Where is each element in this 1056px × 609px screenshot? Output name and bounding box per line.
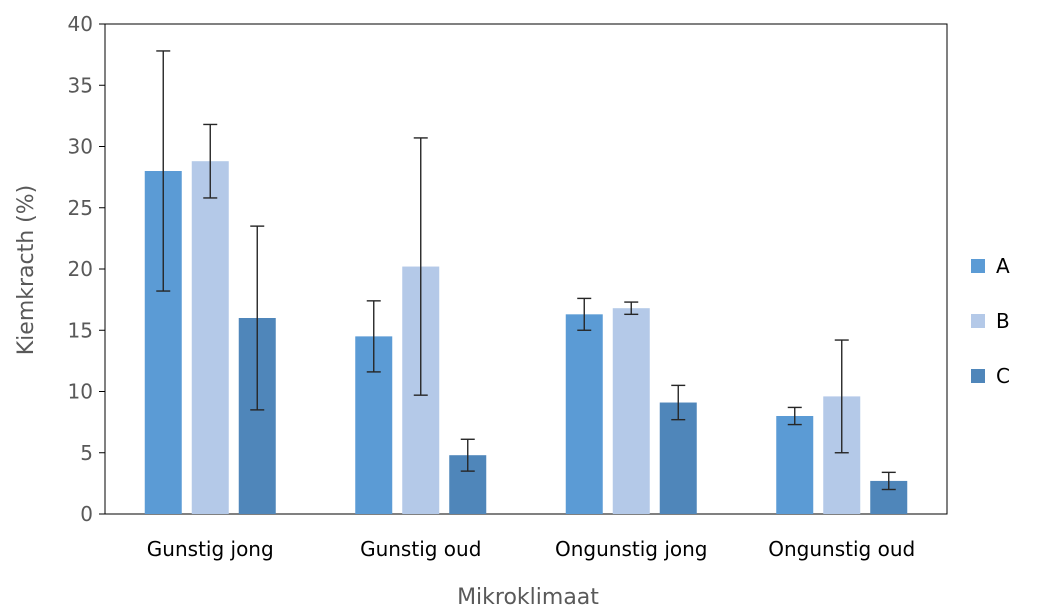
- y-axis-title: Kiemkracth (%): [14, 185, 39, 356]
- legend-label: C: [996, 364, 1010, 388]
- y-tick-label: 25: [68, 196, 93, 220]
- y-tick-label: 20: [68, 257, 93, 281]
- y-tick-label: 15: [68, 318, 93, 342]
- legend-label: A: [996, 254, 1010, 278]
- x-axis-title: Mikroklimaat: [457, 585, 599, 609]
- y-axis: 0 5 10 15 20 25 30 35 40: [68, 12, 105, 526]
- bar-b: [191, 161, 229, 514]
- x-axis: Gunstig jong Gunstig oud Ongunstig jong Ong…: [147, 537, 915, 561]
- y-tick-label: 40: [68, 12, 93, 36]
- bar-a: [565, 314, 603, 514]
- legend-swatch-b: [971, 314, 985, 328]
- legend: A B C: [971, 254, 1010, 388]
- legend-label: B: [996, 309, 1010, 333]
- error-bars: [156, 50, 896, 491]
- bar-c: [659, 402, 697, 514]
- y-tick-label: 30: [68, 135, 93, 159]
- legend-swatch-a: [971, 259, 985, 273]
- y-tick-label: 10: [68, 380, 93, 404]
- x-tick-label: Ongunstig jong: [555, 537, 708, 561]
- bar-b: [612, 308, 650, 514]
- y-tick-label: 0: [80, 502, 93, 526]
- bar-a: [776, 416, 814, 514]
- x-tick-label: Gunstig oud: [360, 537, 481, 561]
- x-tick-label: Gunstig jong: [147, 537, 274, 561]
- y-tick-label: 35: [68, 73, 93, 97]
- x-tick-label: Ongunstig oud: [768, 537, 915, 561]
- y-tick-label: 5: [80, 441, 93, 465]
- legend-swatch-c: [971, 369, 985, 383]
